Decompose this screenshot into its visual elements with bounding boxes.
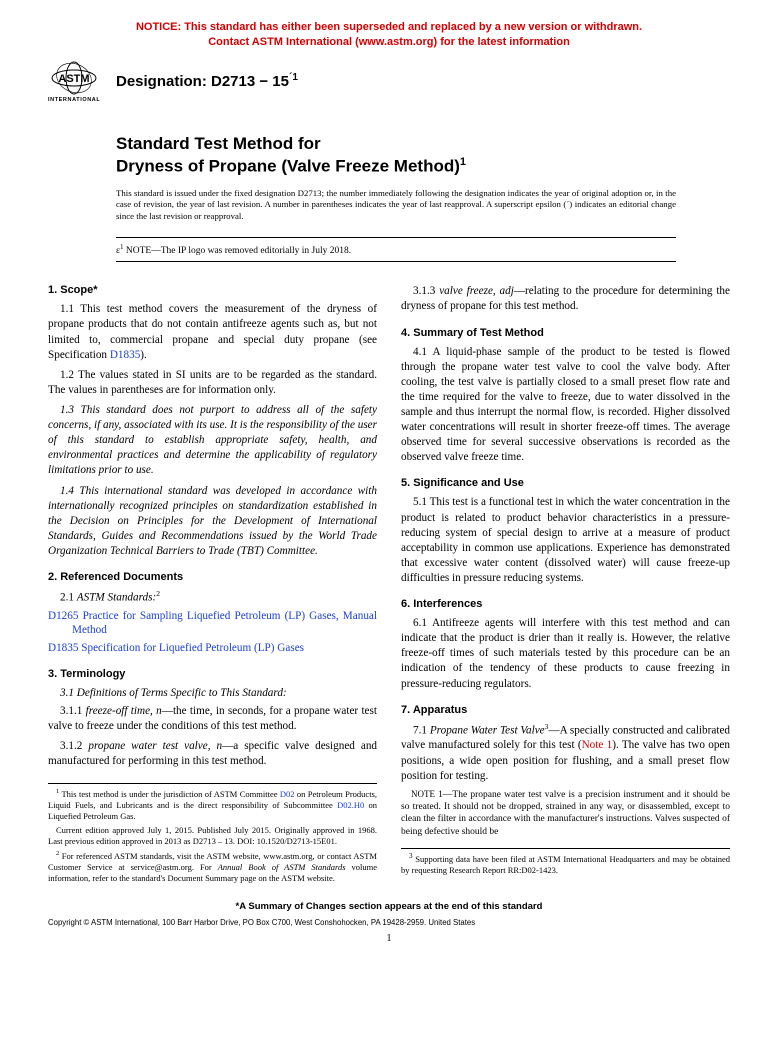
notice-line1: NOTICE: This standard has either been su… [136, 21, 642, 33]
para-1-2: 1.2 The values stated in SI units are to… [48, 368, 377, 398]
designation-eps: ´1 [289, 72, 298, 83]
page-number: 1 [48, 933, 730, 944]
note-1: NOTE 1—The propane water test valve is a… [401, 789, 730, 838]
notice-banner: NOTICE: This standard has either been su… [48, 20, 730, 50]
link-note1[interactable]: Note 1 [582, 739, 613, 751]
section-2-head: 2. Referenced Documents [48, 571, 377, 583]
left-column: 1. Scope* 1.1 This test method covers th… [48, 284, 377, 887]
para-3-1: 3.1 Definitions of Terms Specific to Thi… [48, 686, 377, 701]
footnote-2: 2 For referenced ASTM standards, visit t… [48, 850, 377, 884]
link-d1265[interactable]: D1265 [48, 610, 78, 622]
title-sup: 1 [460, 156, 466, 168]
body-columns: 1. Scope* 1.1 This test method covers th… [48, 284, 730, 887]
designation: Designation: D2713 − 15´1 [116, 72, 298, 90]
para-3-1-2: 3.1.2 propane water test valve, n—a spec… [48, 739, 377, 769]
ref-d1265: D1265 Practice for Sampling Liquefied Pe… [48, 609, 377, 638]
title-line1: Standard Test Method for [116, 134, 321, 153]
issue-note: This standard is issued under the fixed … [116, 188, 676, 224]
right-column: 3.1.3 valve freeze, adj—relating to the … [401, 284, 730, 887]
editorial-text: NOTE—The IP logo was removed editorially… [124, 246, 352, 256]
notice-line2: Contact ASTM International (www.astm.org… [208, 36, 570, 48]
astm-logo: ASTM INTERNATIONAL [48, 60, 100, 103]
para-1-1: 1.1 This test method covers the measurem… [48, 302, 377, 362]
para-3-1-1: 3.1.1 freeze-off time, n—the time, in se… [48, 704, 377, 734]
section-7-head: 7. Apparatus [401, 704, 730, 716]
section-3-head: 3. Terminology [48, 668, 377, 680]
summary-changes-line: *A Summary of Changes section appears at… [48, 901, 730, 912]
para-4-1: 4.1 A liquid-phase sample of the product… [401, 345, 730, 466]
footnote-1b: Current edition approved July 1, 2015. P… [48, 825, 377, 847]
designation-text: Designation: D2713 − 15 [116, 73, 289, 90]
para-7-1: 7.1 Propane Water Test Valve3—A speciall… [401, 722, 730, 784]
svg-text:ASTM: ASTM [58, 73, 89, 85]
editorial-note: ε1 NOTE—The IP logo was removed editoria… [116, 233, 676, 262]
para-1-3: 1.3 This standard does not purport to ad… [48, 403, 377, 479]
footnotes-right: 3 Supporting data have been filed at AST… [401, 848, 730, 876]
header-row: ASTM INTERNATIONAL Designation: D2713 − … [48, 60, 730, 103]
para-1-4: 1.4 This international standard was deve… [48, 484, 377, 560]
copyright-line: Copyright © ASTM International, 100 Barr… [48, 918, 730, 927]
footnotes-left: 1 This test method is under the jurisdic… [48, 783, 377, 884]
link-d1835[interactable]: D1835 [110, 349, 140, 361]
link-d1835-2[interactable]: D1835 [48, 642, 78, 654]
ref-d1835: D1835 Specification for Liquefied Petrol… [48, 641, 377, 656]
footnote-1: 1 This test method is under the jurisdic… [48, 788, 377, 822]
title-block: Standard Test Method for Dryness of Prop… [116, 133, 730, 178]
para-2-1: 2.1 ASTM Standards:2 [48, 589, 377, 606]
section-1-head: 1. Scope* [48, 284, 377, 296]
title-line2: Dryness of Propane (Valve Freeze Method) [116, 156, 460, 175]
link-d02h0[interactable]: D02.H0 [337, 800, 364, 810]
para-3-1-3: 3.1.3 valve freeze, adj—relating to the … [401, 284, 730, 314]
footnote-3: 3 Supporting data have been filed at AST… [401, 852, 730, 876]
section-4-head: 4. Summary of Test Method [401, 327, 730, 339]
section-5-head: 5. Significance and Use [401, 477, 730, 489]
logo-text: INTERNATIONAL [48, 97, 100, 103]
para-5-1: 5.1 This test is a functional test in wh… [401, 495, 730, 586]
section-6-head: 6. Interferences [401, 598, 730, 610]
link-d02[interactable]: D02 [280, 789, 295, 799]
para-6-1: 6.1 Antifreeze agents will interfere wit… [401, 616, 730, 692]
